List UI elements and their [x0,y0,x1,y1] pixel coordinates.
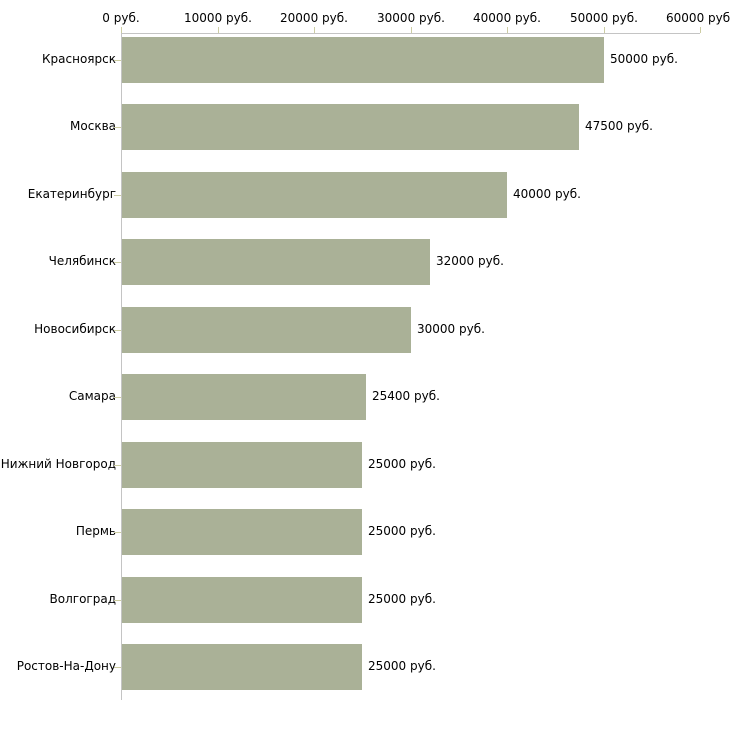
x-tick-mark [314,27,315,33]
y-tick-mark [114,600,121,601]
value-label: 25000 руб. [368,524,436,538]
y-tick-mark [114,465,121,466]
x-tick-mark [507,27,508,33]
category-label: Москва [70,119,116,133]
x-tick-label: 40000 руб. [473,11,541,25]
category-label: Пермь [75,524,116,538]
x-tick-label: 50000 руб. [570,11,638,25]
y-tick-mark [114,397,121,398]
bar [122,577,362,623]
value-label: 30000 руб. [417,322,485,336]
category-label: Новосибирск [34,322,116,336]
value-label: 40000 руб. [513,187,581,201]
x-tick-mark [604,27,605,33]
value-label: 25400 руб. [372,389,440,403]
y-tick-mark [114,60,121,61]
y-tick-mark [114,532,121,533]
bar [122,644,362,690]
y-tick-mark [114,127,121,128]
x-axis-line [121,33,700,34]
bar [122,307,411,353]
category-label: Волгоград [49,592,116,606]
x-tick-mark [218,27,219,33]
category-label: Нижний Новгород [0,457,116,471]
x-tick-label: 20000 руб. [280,11,348,25]
x-tick-label: 10000 руб. [184,11,252,25]
y-tick-mark [114,262,121,263]
x-tick-mark [121,27,122,33]
value-label: 47500 руб. [585,119,653,133]
category-label: Красноярск [42,52,116,66]
x-tick-mark [700,27,701,33]
x-tick-mark [411,27,412,33]
bar [122,442,362,488]
x-tick-label: 0 руб. [102,11,140,25]
y-axis-line [121,33,122,700]
x-tick-label: 30000 руб. [377,11,445,25]
value-label: 25000 руб. [368,659,436,673]
y-tick-mark [114,195,121,196]
value-label: 25000 руб. [368,457,436,471]
category-label: Ростов-На-Дону [16,659,116,673]
bar [122,172,507,218]
category-label: Екатеринбург [27,187,116,201]
value-label: 25000 руб. [368,592,436,606]
bar [122,509,362,555]
value-label: 32000 руб. [436,254,504,268]
category-label: Самара [68,389,116,403]
bar [122,374,366,420]
y-tick-mark [114,667,121,668]
y-tick-mark [114,330,121,331]
bar [122,239,430,285]
x-tick-label: 60000 руб. [666,11,730,25]
value-label: 50000 руб. [610,52,678,66]
bar [122,104,579,150]
category-label: Челябинск [48,254,116,268]
bar [122,37,604,83]
